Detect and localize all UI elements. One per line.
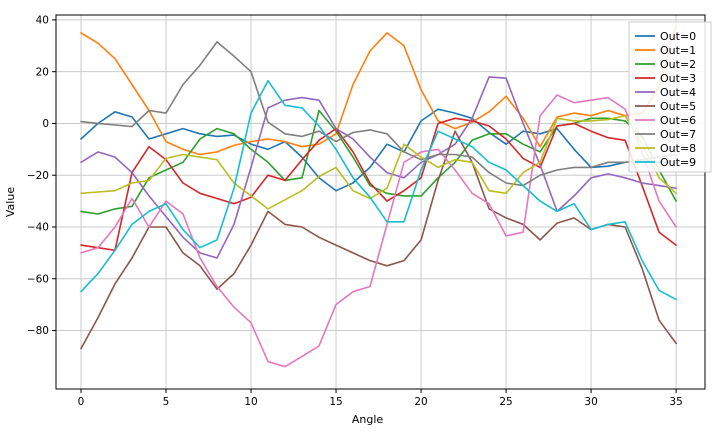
plot-border — [55, 14, 706, 390]
legend-item-Out=4: Out=4 — [635, 86, 696, 99]
y-tick-label-0: 0 — [42, 118, 49, 130]
series-layer — [80, 24, 677, 368]
axes-layer — [55, 14, 706, 390]
x-axis-label: Angle — [352, 413, 384, 426]
series-line-Out=6 — [80, 94, 677, 368]
series-line-Out=2 — [80, 109, 677, 215]
x-tick-label-15: 15 — [329, 396, 342, 408]
x-tick-label-5: 5 — [163, 396, 170, 408]
series-line-Out=7 — [80, 41, 677, 187]
legend: Out=0Out=1Out=2Out=3Out=4Out=5Out=6Out=7… — [628, 21, 712, 173]
y-tick-label--40: −40 — [27, 222, 49, 234]
legend-label-Out=7: Out=7 — [660, 128, 696, 141]
x-tick-label-20: 20 — [414, 396, 427, 408]
y-tick-label--20: −20 — [27, 170, 49, 182]
legend-label-Out=9: Out=9 — [660, 156, 696, 169]
series-line-Out=8 — [80, 114, 677, 210]
legend-item-Out=6: Out=6 — [635, 114, 696, 127]
x-tick-label-0: 0 — [78, 396, 85, 408]
series-line-Out=4 — [80, 76, 677, 259]
legend-item-Out=3: Out=3 — [635, 72, 696, 85]
y-tick-label--80: −80 — [27, 325, 49, 337]
y-tick-label-20: 20 — [36, 66, 49, 78]
tick-layer: 0 5 10 15 20 25 30 35 40 20 0 −20 −40 −60 −80 — [27, 15, 683, 408]
legend-label-Out=6: Out=6 — [660, 114, 696, 127]
y-tick-label--60: −60 — [27, 273, 49, 285]
series-line-Out=5 — [80, 130, 677, 350]
y-tick-label-40: 40 — [36, 15, 49, 27]
x-tick-label-10: 10 — [244, 396, 257, 408]
legend-label-Out=8: Out=8 — [660, 142, 696, 155]
legend-box — [628, 21, 712, 173]
legend-item-Out=7: Out=7 — [635, 128, 696, 141]
legend-label-Out=5: Out=5 — [660, 100, 696, 113]
legend-label-Out=2: Out=2 — [660, 58, 696, 71]
x-tick-label-30: 30 — [584, 396, 597, 408]
legend-item-Out=8: Out=8 — [635, 142, 696, 155]
legend-item-Out=2: Out=2 — [635, 58, 696, 71]
legend-item-Out=0: Out=0 — [635, 30, 696, 43]
grid-layer — [56, 15, 705, 389]
legend-label-Out=0: Out=0 — [660, 30, 696, 43]
x-tick-label-35: 35 — [669, 396, 682, 408]
series-line-Out=9 — [80, 79, 677, 301]
series-line-Out=0 — [80, 108, 677, 192]
legend-label-Out=4: Out=4 — [660, 86, 696, 99]
y-axis-label: Value — [4, 187, 17, 217]
legend-label-Out=1: Out=1 — [660, 44, 696, 57]
legend-item-Out=9: Out=9 — [635, 156, 696, 169]
legend-item-Out=1: Out=1 — [635, 44, 696, 57]
legend-label-Out=3: Out=3 — [660, 72, 696, 85]
series-line-Out=3 — [80, 117, 677, 252]
series-line-Out=1 — [80, 24, 677, 156]
x-tick-label-25: 25 — [499, 396, 512, 408]
legend-item-Out=5: Out=5 — [635, 100, 696, 113]
